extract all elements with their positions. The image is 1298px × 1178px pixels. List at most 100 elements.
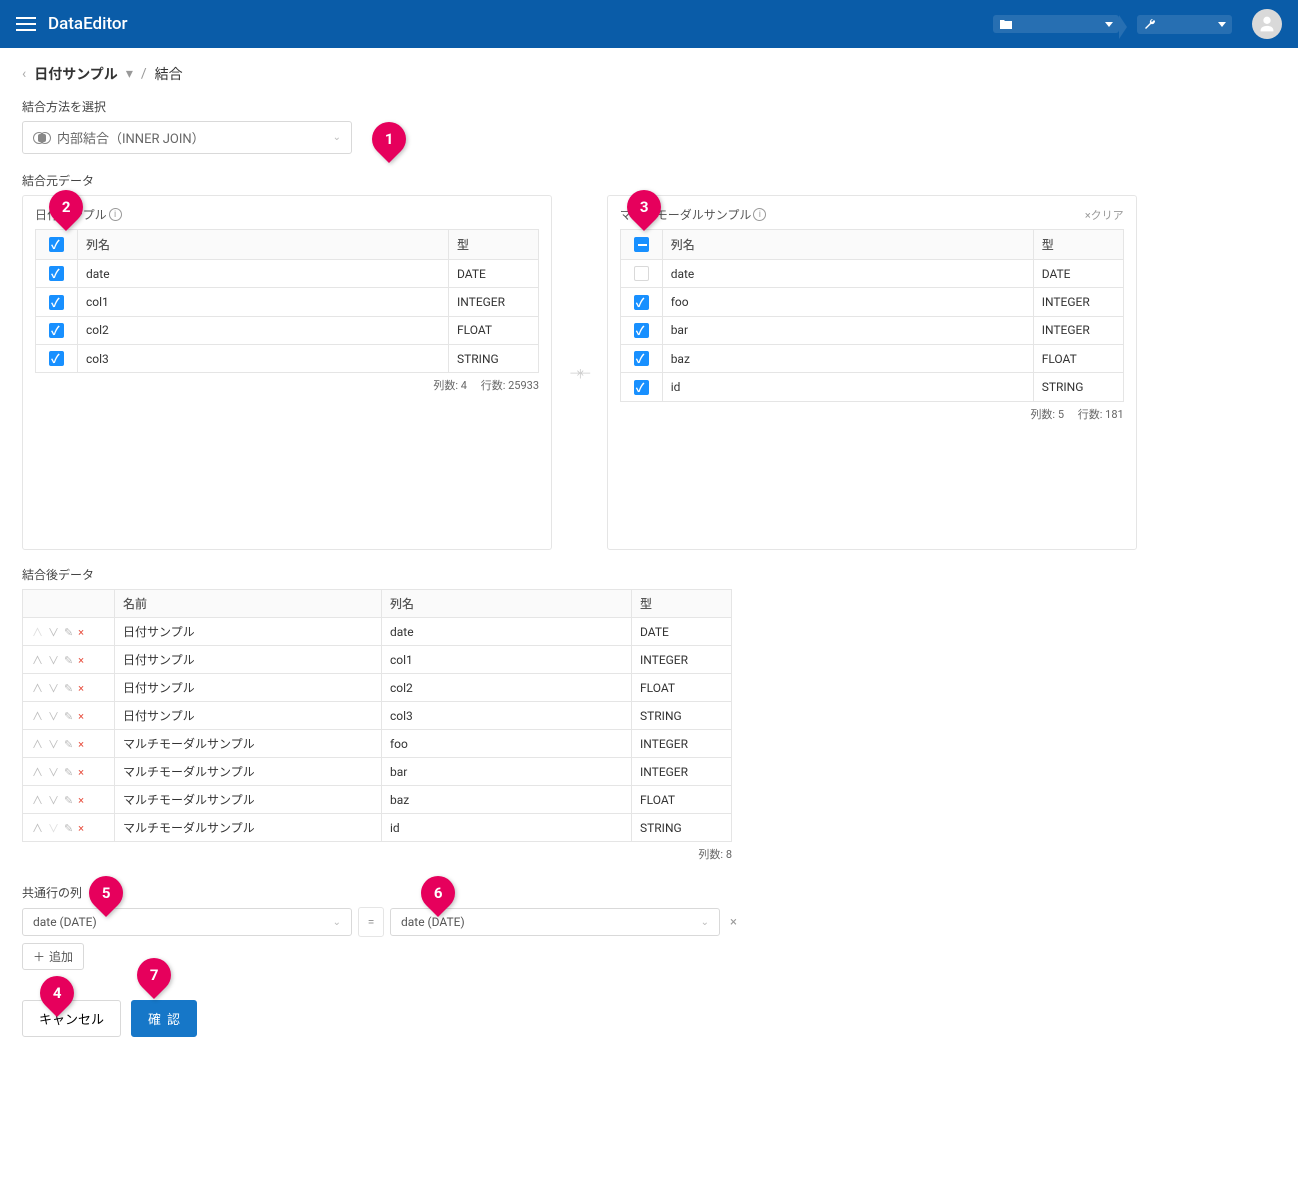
col-name: foo [662,288,1033,316]
breadcrumb-parent[interactable]: 日付サンプル [34,64,118,84]
menu-icon[interactable] [16,13,36,35]
edit-icon[interactable]: ✎ [64,654,73,667]
key-label: 共通行の列 [22,884,1276,901]
delete-icon[interactable]: × [78,654,84,667]
edit-icon[interactable]: ✎ [64,682,73,695]
folder-icon [999,18,1013,30]
left-source-panel: 日付サンプル i 列名 型 dateDATEcol1INTEGERcol2FLO… [22,195,552,550]
delete-icon[interactable]: × [78,766,84,779]
col-type: STRING [449,344,539,372]
select-all-checkbox[interactable] [634,237,649,252]
delete-icon[interactable]: × [78,794,84,807]
move-up-icon[interactable]: ∧ [32,682,43,695]
move-down-icon[interactable]: ∨ [48,654,59,667]
result-name: マルチモーダルサンプル [115,758,382,786]
join-method-select[interactable]: 内部結合（INNER JOIN） ⌄ [22,121,352,154]
col-name: col1 [78,288,449,316]
result-col: foo [382,730,632,758]
row-checkbox[interactable] [634,295,649,310]
row-checkbox[interactable] [49,266,64,281]
col-type: FLOAT [1033,344,1123,372]
delete-icon[interactable]: × [78,822,84,835]
col-name: baz [662,344,1033,372]
chevron-down-icon[interactable]: ▾ [126,66,133,82]
app-title: DataEditor [48,14,128,34]
col-name: col3 [78,344,449,372]
result-label: 結合後データ [22,566,1276,583]
equals-icon: = [358,907,384,937]
delete-icon[interactable]: × [78,626,84,639]
user-avatar[interactable] [1252,9,1282,39]
inner-join-icon [33,132,51,144]
delete-icon[interactable]: × [78,682,84,695]
col-type: DATE [1033,260,1123,288]
col-name: bar [662,316,1033,344]
move-down-icon[interactable]: ∨ [48,710,59,723]
left-source-table: 列名 型 dateDATEcol1INTEGERcol2FLOATcol3STR… [35,229,539,373]
splitter-icon[interactable]: →|← [570,195,589,550]
col-type: INTEGER [449,288,539,316]
right-source-stats: 列数: 5 行数: 181 [620,406,1124,422]
clear-button[interactable]: ×クリア [1085,207,1124,223]
info-icon[interactable]: i [753,208,766,221]
edit-icon[interactable]: ✎ [64,822,73,835]
col-type: FLOAT [449,316,539,344]
col-type: INTEGER [1033,316,1123,344]
row-checkbox[interactable] [634,380,649,395]
delete-icon[interactable]: × [78,738,84,751]
add-key-button[interactable]: ＋ 追加 [22,943,84,970]
remove-key-button[interactable]: × [726,915,741,930]
result-col: col1 [382,646,632,674]
move-up-icon[interactable]: ∧ [32,654,43,667]
move-up-icon[interactable]: ∧ [32,794,43,807]
move-down-icon[interactable]: ∨ [48,794,59,807]
confirm-button[interactable]: 確認 [131,1000,197,1037]
header-project-selector[interactable] [993,15,1119,33]
result-col: bar [382,758,632,786]
col-name: id [662,373,1033,401]
move-up-icon[interactable]: ∧ [32,766,43,779]
edit-icon[interactable]: ✎ [64,738,73,751]
app-header: DataEditor [0,0,1298,48]
edit-icon[interactable]: ✎ [64,710,73,723]
user-icon [1256,13,1278,35]
row-checkbox[interactable] [49,323,64,338]
left-source-stats: 列数: 4 行数: 25933 [35,377,539,393]
row-checkbox[interactable] [634,323,649,338]
edit-icon[interactable]: ✎ [64,626,73,639]
move-down-icon[interactable]: ∨ [48,682,59,695]
result-name: マルチモーダルサンプル [115,730,382,758]
row-checkbox[interactable] [634,351,649,366]
col-name: date [78,260,449,288]
result-type: FLOAT [632,674,732,702]
row-checkbox[interactable] [634,266,649,281]
breadcrumb: ‹ 日付サンプル ▾ / 結合 [22,64,1276,84]
key-left-select[interactable]: date (DATE)⌄ [22,908,352,936]
header-tool-selector[interactable] [1137,15,1232,34]
col-type: INTEGER [1033,288,1123,316]
move-down-icon[interactable]: ∨ [48,766,59,779]
right-source-panel: マルチモーダルサンプル i ×クリア 列名 型 dateDATEfooINTEG… [607,195,1137,550]
edit-icon[interactable]: ✎ [64,766,73,779]
result-type: STRING [632,814,732,842]
result-type: STRING [632,702,732,730]
back-icon[interactable]: ‹ [22,66,26,82]
col-type: STRING [1033,373,1123,401]
move-up-icon[interactable]: ∧ [32,822,43,835]
breadcrumb-current: 結合 [155,64,183,84]
delete-icon[interactable]: × [78,710,84,723]
result-name: 日付サンプル [115,646,382,674]
move-down-icon[interactable]: ∨ [48,626,59,639]
info-icon[interactable]: i [109,208,122,221]
row-checkbox[interactable] [49,295,64,310]
select-all-checkbox[interactable] [49,237,64,252]
result-type: FLOAT [632,786,732,814]
move-up-icon[interactable]: ∧ [32,710,43,723]
move-down-icon[interactable]: ∨ [48,738,59,751]
row-checkbox[interactable] [49,351,64,366]
result-name: 日付サンプル [115,702,382,730]
cancel-button[interactable]: キャンセル [22,1000,121,1037]
edit-icon[interactable]: ✎ [64,794,73,807]
move-up-icon[interactable]: ∧ [32,738,43,751]
result-name: 日付サンプル [115,618,382,646]
